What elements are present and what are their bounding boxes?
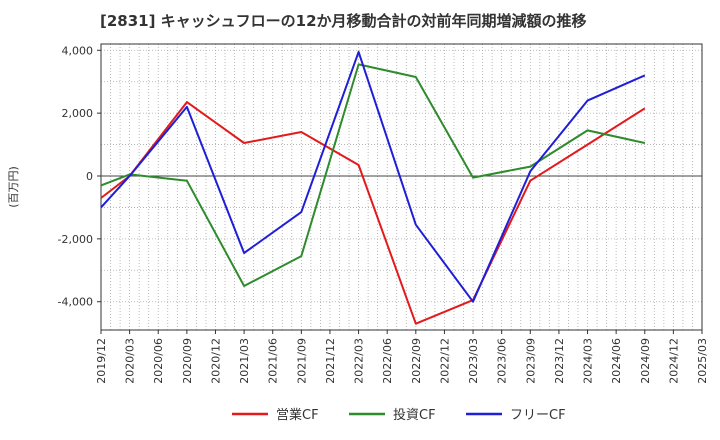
x-tick-label: 2021/09 (295, 338, 308, 384)
y-tick-label: -4,000 (58, 296, 93, 309)
x-tick-label: 2020/12 (209, 338, 222, 384)
y-axis-label: (百万円) (7, 166, 20, 208)
grid (101, 44, 702, 330)
y-tick-label: 4,000 (62, 44, 94, 57)
x-tick-label: 2020/06 (152, 338, 165, 384)
x-axis: 2019/12 2020/03 2020/06 2020/09 2020/12 2021/… (95, 330, 709, 384)
legend: 営業CF 投資CF フリーCF (232, 407, 566, 423)
chart-title: [2831] キャッシュフローの12か月移動合計の対前年同期増減額の推移 (100, 12, 587, 30)
legend-label: フリーCF (510, 408, 566, 423)
x-tick-label: 2022/09 (410, 338, 423, 384)
x-tick-label: 2021/06 (267, 338, 280, 384)
x-tick-label: 2023/09 (524, 338, 537, 384)
x-tick-label: 2023/12 (553, 338, 566, 384)
series-group (100, 50, 646, 325)
y-tick-label: 0 (86, 170, 93, 183)
x-tick-label: 2020/09 (181, 338, 194, 384)
x-tick-label: 2022/06 (381, 338, 394, 384)
x-tick-label: 2022/12 (438, 338, 451, 384)
x-tick-label: 2024/06 (610, 338, 623, 384)
series-line-投資CF (100, 63, 646, 287)
x-tick-label: 2024/12 (667, 338, 680, 384)
y-tick-label: 2,000 (62, 107, 94, 120)
legend-label: 投資CF (393, 407, 436, 423)
x-tick-label: 2023/06 (496, 338, 509, 384)
legend-label: 営業CF (276, 407, 319, 423)
y-axis: 4,000 2,000 0 -2,000 -4,000 (58, 44, 101, 309)
x-tick-label: 2019/12 (95, 338, 108, 384)
plot-frame (100, 43, 703, 331)
x-tick-label: 2024/03 (582, 338, 595, 384)
x-tick-label: 2020/03 (124, 338, 137, 384)
x-tick-label: 2022/03 (353, 338, 366, 384)
x-tick-label: 2021/12 (324, 338, 337, 384)
x-tick-label: 2023/03 (467, 338, 480, 384)
series-line-営業CF (100, 101, 646, 325)
x-tick-label: 2021/03 (238, 338, 251, 384)
series-line-フリーCF (100, 50, 646, 303)
x-tick-label: 2025/03 (696, 338, 709, 384)
y-tick-label: -2,000 (58, 233, 93, 246)
x-tick-label: 2024/09 (639, 338, 652, 384)
